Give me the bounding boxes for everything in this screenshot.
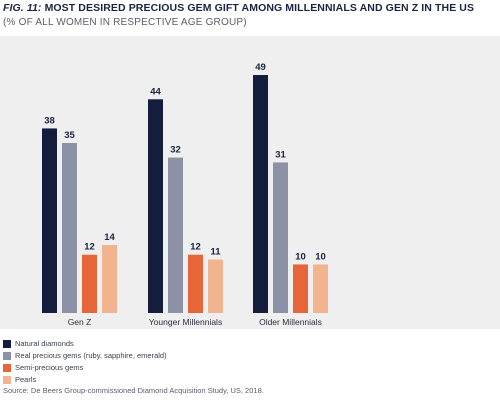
bar-0-3 [102, 245, 117, 313]
category-label-1: Younger Millennials [149, 317, 222, 327]
bar-2-3 [313, 264, 328, 313]
legend-swatch-2 [3, 363, 11, 372]
bar-2-1 [273, 162, 288, 313]
bar-1-2 [188, 254, 203, 313]
legend-label-1: Real precious gems (ruby, sapphire, emer… [15, 351, 167, 360]
bar-0-1 [62, 143, 77, 313]
legend-item-1: Real precious gems (ruby, sapphire, emer… [3, 350, 167, 361]
bar-1-1 [168, 157, 183, 313]
legend-item-3: Pearls [3, 374, 167, 385]
legend-label-0: Natural diamonds [15, 339, 74, 348]
legend-item-2: Semi-precious gems [3, 362, 167, 373]
data-label-2-0: 49 [255, 62, 266, 73]
bar-2-0 [253, 75, 268, 313]
chart-panel: 38 35 12 14 Gen Z 44 32 12 11 Younger Millennials… [0, 36, 500, 329]
data-label-1-2: 12 [190, 242, 201, 253]
legend-swatch-1 [3, 351, 11, 360]
category-label-2: Older Millennials [259, 317, 322, 327]
title-text: MOST DESIRED PRECIOUS GEM GIFT AMONG MIL… [44, 2, 475, 14]
source-note: Source: De Beers Group-commissioned Diam… [3, 386, 264, 395]
category-label-0: Gen Z [68, 317, 92, 327]
data-label-0-1: 35 [64, 130, 75, 141]
data-label-1-3: 11 [210, 247, 221, 258]
bar-0-2 [82, 254, 97, 313]
data-label-1-0: 44 [150, 86, 161, 97]
data-label-1-1: 32 [170, 145, 181, 156]
legend-item-0: Natural diamonds [3, 338, 167, 349]
bar-1-0 [148, 99, 163, 314]
bar-0-0 [42, 128, 57, 313]
legend-label-3: Pearls [15, 375, 37, 384]
legend-swatch-3 [3, 375, 11, 384]
chart-title: FIG. 11: MOST DESIRED PRECIOUS GEM GIFT … [3, 2, 497, 14]
bar-1-3 [208, 259, 223, 313]
bar-chart: 38 35 12 14 Gen Z 44 32 12 11 Younger Millennials… [42, 62, 328, 327]
chart-subtitle: (% OF ALL WOMEN IN RESPECTIVE AGE GROUP) [3, 17, 247, 28]
legend-swatch-0 [3, 339, 11, 348]
data-label-2-3: 10 [315, 251, 326, 262]
legend-label-2: Semi-precious gems [15, 363, 84, 372]
data-label-2-2: 10 [295, 251, 306, 262]
chart-legend: Natural diamonds Real precious gems (ruby… [3, 338, 167, 386]
figure-label: FIG. 11: [3, 2, 42, 14]
data-label-0-2: 12 [84, 242, 95, 253]
data-label-2-1: 31 [275, 149, 286, 160]
data-label-0-3: 14 [104, 232, 115, 243]
data-label-0-0: 38 [44, 115, 55, 126]
bar-2-2 [293, 264, 308, 313]
